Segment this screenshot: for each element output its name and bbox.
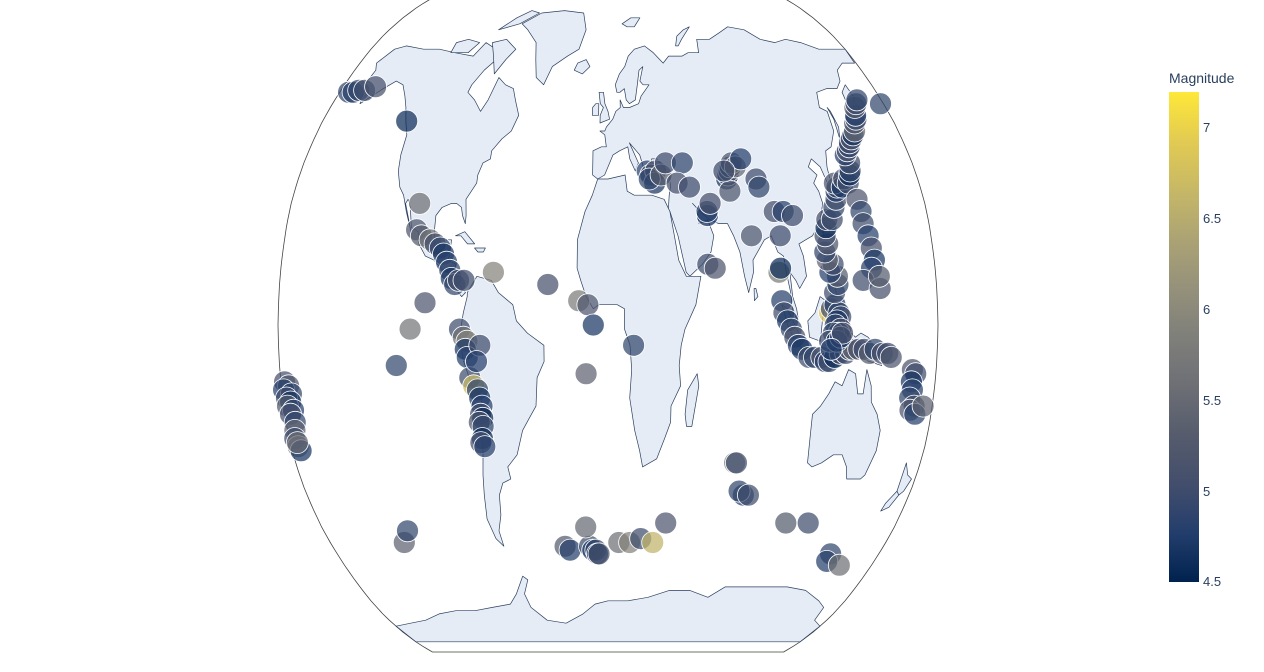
earthquake-marker[interactable] bbox=[819, 337, 843, 361]
earthquake-marker[interactable] bbox=[867, 264, 891, 288]
earthquake-markers[interactable] bbox=[272, 75, 935, 577]
earthquake-marker[interactable] bbox=[698, 191, 722, 215]
landmass-madagascar bbox=[684, 373, 700, 427]
earthquake-marker[interactable] bbox=[364, 75, 388, 99]
earthquake-marker[interactable] bbox=[769, 256, 792, 280]
landmass-africa bbox=[576, 174, 702, 468]
colorbar bbox=[1169, 92, 1199, 582]
earthquake-marker[interactable] bbox=[670, 151, 694, 175]
colorbar-tick: 5 bbox=[1203, 484, 1211, 499]
landmass-ellesmere bbox=[498, 10, 540, 31]
landmass-svalbard bbox=[621, 17, 641, 28]
earthquake-marker[interactable] bbox=[796, 511, 820, 535]
earthquake-marker[interactable] bbox=[879, 345, 903, 369]
earthquake-marker[interactable] bbox=[384, 354, 408, 377]
landmass-victoria-island bbox=[450, 38, 480, 54]
earthquake-marker[interactable] bbox=[622, 333, 645, 357]
earthquake-marker[interactable] bbox=[712, 159, 736, 183]
earthquake-marker[interactable] bbox=[641, 531, 665, 554]
earthquake-marker[interactable] bbox=[781, 204, 804, 227]
landmass-hispaniola bbox=[474, 247, 486, 253]
colorbar-title: Magnitude bbox=[1169, 70, 1235, 86]
earthquake-marker[interactable] bbox=[845, 88, 869, 112]
landmass-novaya-zemlya bbox=[675, 26, 690, 47]
earthquake-marker[interactable] bbox=[737, 483, 760, 507]
earthquake-marker[interactable] bbox=[398, 317, 422, 341]
earthquake-marker[interactable] bbox=[587, 542, 611, 566]
earthquake-marker[interactable] bbox=[452, 268, 476, 292]
earthquake-marker[interactable] bbox=[703, 256, 727, 280]
earthquake-marker[interactable] bbox=[740, 224, 763, 248]
landmass-ireland bbox=[591, 103, 600, 116]
earthquake-marker[interactable] bbox=[395, 109, 419, 133]
earthquake-marker[interactable] bbox=[774, 511, 798, 535]
landmass-new-zealand-south bbox=[880, 490, 900, 512]
earthquake-marker[interactable] bbox=[558, 538, 582, 562]
earthquake-marker[interactable] bbox=[678, 175, 701, 199]
earthquake-marker[interactable] bbox=[574, 362, 598, 386]
earthquake-marker[interactable] bbox=[473, 435, 497, 459]
earthquake-marker[interactable] bbox=[576, 293, 600, 317]
landmass-baffin bbox=[492, 38, 517, 75]
landmass-sri-lanka bbox=[753, 288, 759, 302]
colorbar-tick: 4.5 bbox=[1203, 574, 1222, 589]
colorbar-tick: 5.5 bbox=[1203, 393, 1222, 408]
earthquake-marker[interactable] bbox=[831, 321, 854, 345]
earthquake-marker[interactable] bbox=[574, 515, 598, 539]
colorbar-tick: 6 bbox=[1203, 302, 1211, 317]
earthquake-marker[interactable] bbox=[827, 553, 851, 577]
landmass-iceland bbox=[573, 59, 591, 75]
landmass-greenland bbox=[521, 10, 587, 86]
earthquake-marker[interactable] bbox=[581, 313, 605, 337]
earthquake-marker[interactable] bbox=[654, 511, 678, 535]
earthquake-marker[interactable] bbox=[747, 175, 771, 199]
earthquake-marker[interactable] bbox=[869, 92, 892, 116]
landmass-sakhalin bbox=[826, 107, 841, 140]
earthquake-marker[interactable] bbox=[768, 224, 792, 248]
earthquake-marker[interactable] bbox=[481, 260, 505, 284]
colorbar-tick: 6.5 bbox=[1203, 211, 1222, 226]
landmass-britain bbox=[598, 91, 610, 124]
landmass-cuba bbox=[455, 231, 476, 245]
earthquake-marker[interactable] bbox=[413, 291, 437, 315]
colorbar-tick: 7 bbox=[1203, 120, 1211, 135]
landmass-australia bbox=[807, 369, 881, 480]
landmass-antarctica bbox=[395, 575, 825, 643]
earthquake-marker[interactable] bbox=[396, 519, 419, 543]
earthquake-marker[interactable] bbox=[408, 191, 432, 215]
earthquake-marker[interactable] bbox=[718, 179, 742, 203]
earthquake-marker[interactable] bbox=[725, 451, 748, 475]
earthquake-marker[interactable] bbox=[285, 431, 309, 455]
earthquake-marker[interactable] bbox=[911, 394, 935, 418]
earthquake-marker[interactable] bbox=[465, 350, 488, 373]
earthquake-marker[interactable] bbox=[729, 147, 753, 171]
earthquake-marker[interactable] bbox=[536, 273, 560, 296]
